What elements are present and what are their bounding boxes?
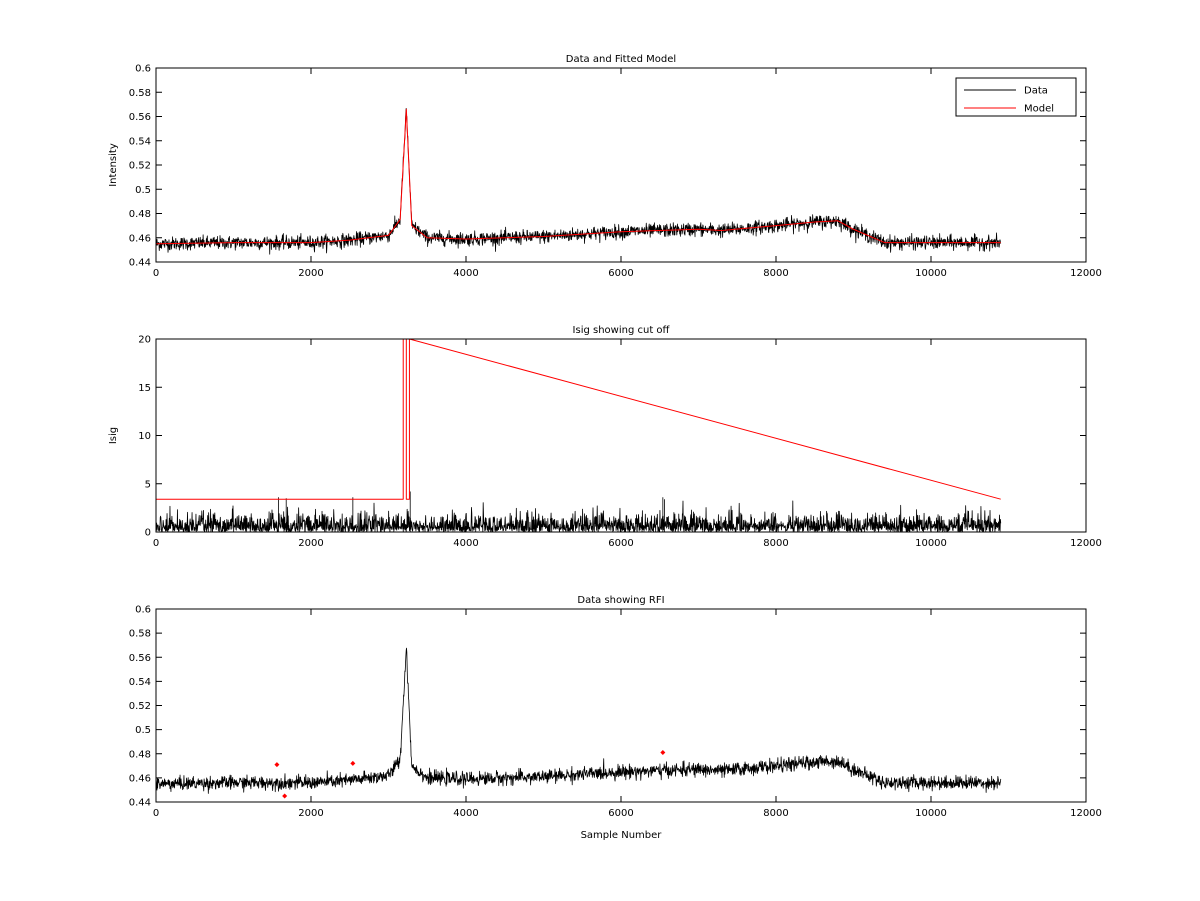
y-tick-label: 0.44 xyxy=(129,798,151,809)
y-tick-label: 0.54 xyxy=(129,136,151,147)
x-tick-label: 6000 xyxy=(608,538,633,549)
y-tick-label: 0.48 xyxy=(129,209,151,220)
x-tick-label: 12000 xyxy=(1070,808,1102,819)
series-3-1 xyxy=(156,647,1002,794)
x-tick-label: 2000 xyxy=(298,808,323,819)
chart-title: Isig showing cut off xyxy=(573,325,671,336)
series-2-2 xyxy=(156,339,1001,500)
y-tick-label: 0.46 xyxy=(129,233,151,244)
x-tick-label: 0 xyxy=(153,268,159,279)
x-tick-label: 2000 xyxy=(298,268,323,279)
x-tick-label: 4000 xyxy=(453,808,478,819)
y-tick-label: 0 xyxy=(145,528,151,539)
y-tick-label: 15 xyxy=(138,383,151,394)
chart-title: Data and Fitted Model xyxy=(566,54,676,65)
x-tick-label: 6000 xyxy=(608,268,633,279)
chart-panel-3: Data showing RFI Sample Number 0 2000 4000 60… xyxy=(129,595,1102,841)
y-tick-label: 0.46 xyxy=(129,773,151,784)
y-tick-label: 0.6 xyxy=(135,64,151,75)
plot-area xyxy=(156,107,1002,255)
x-tick-label: 2000 xyxy=(298,538,323,549)
y-axis-label: Intensity xyxy=(108,143,119,187)
y-tick-label: 0.54 xyxy=(129,677,151,688)
x-tick-label: 10000 xyxy=(915,268,947,279)
x-tick-label: 12000 xyxy=(1070,538,1102,549)
x-tick-label: 8000 xyxy=(763,538,788,549)
x-tick-label: 8000 xyxy=(763,268,788,279)
y-tick-label: 0.58 xyxy=(129,88,151,99)
x-tick-label: 10000 xyxy=(915,808,947,819)
y-tick-label: 0.5 xyxy=(135,725,151,736)
y-tick-label: 0.58 xyxy=(129,629,151,640)
rfi-point-3 xyxy=(350,760,356,766)
y-tick-label: 5 xyxy=(145,479,151,490)
x-tick-label: 4000 xyxy=(453,268,478,279)
y-tick-label: 0.52 xyxy=(129,701,151,712)
x-tick-label: 0 xyxy=(153,808,159,819)
x-tick-label: 10000 xyxy=(915,538,947,549)
y-tick-label: 0.6 xyxy=(135,605,151,616)
y-tick-label: 0.56 xyxy=(129,112,151,123)
plot-area xyxy=(156,647,1002,799)
legend-label: Data xyxy=(1024,86,1048,97)
series-data xyxy=(156,107,1002,255)
rfi-point-4 xyxy=(660,750,666,756)
y-tick-label: 0.5 xyxy=(135,185,151,196)
y-tick-label: 0.44 xyxy=(129,258,151,269)
y-tick-label: 10 xyxy=(138,431,151,442)
x-tick-label: 12000 xyxy=(1070,268,1102,279)
y-axis-label: Isig xyxy=(108,427,119,444)
legend-label: Model xyxy=(1024,104,1054,115)
rfi-point-2 xyxy=(282,793,288,799)
series-2-1 xyxy=(156,491,1002,532)
chart-panel-2: Isig showing cut off Isig 0 2000 4000 6000 800… xyxy=(108,325,1102,549)
x-tick-label: 6000 xyxy=(608,808,633,819)
series-model xyxy=(156,108,1001,245)
y-tick-label: 0.52 xyxy=(129,161,151,172)
y-tick-label: 0.56 xyxy=(129,653,151,664)
y-tick-label: 20 xyxy=(138,335,151,346)
legend-box xyxy=(955,77,1077,117)
rfi-point-1 xyxy=(274,762,280,768)
x-tick-label: 0 xyxy=(153,538,159,549)
chart-title: Data showing RFI xyxy=(577,595,664,606)
plot-area xyxy=(156,339,1002,532)
x-tick-label: 8000 xyxy=(763,808,788,819)
y-tick-label: 0.48 xyxy=(129,749,151,760)
legend: Data Model xyxy=(955,77,1077,117)
x-tick-label: 4000 xyxy=(453,538,478,549)
chart-panel-1: Data and Fitted Model Intensity 0 2000 4000 6… xyxy=(108,54,1102,279)
x-axis-label: Sample Number xyxy=(581,830,663,841)
